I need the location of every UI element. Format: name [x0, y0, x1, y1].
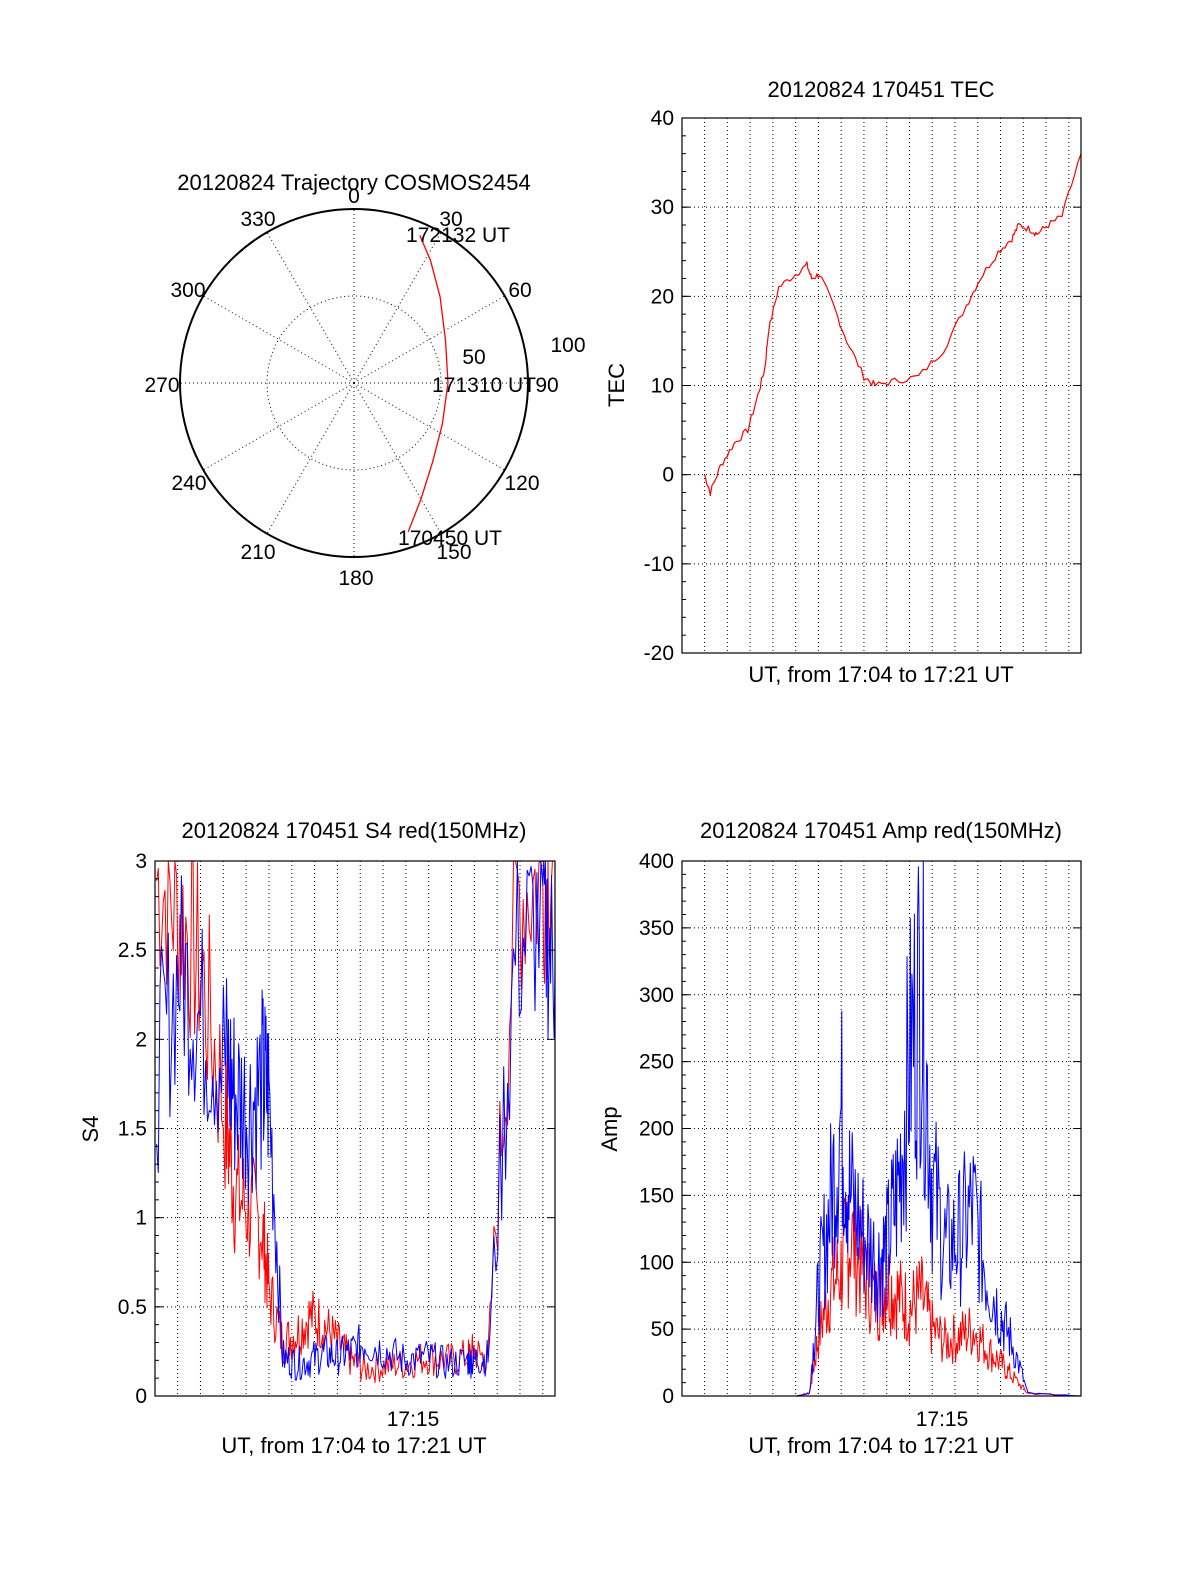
- tec-y-label: TEC: [604, 363, 629, 407]
- panel-amp-y-tick-label: 0: [662, 1385, 674, 1408]
- polar-azimuth-label: 180: [338, 567, 373, 590]
- polar-azimuth-label: 90: [535, 374, 558, 397]
- amp-series: [704, 860, 1082, 1397]
- s4-x-tick-1715: 17:15: [387, 1408, 440, 1431]
- s4-y-ticks: 3 2.5 2 1.5 1 0.5 0: [118, 850, 555, 1408]
- polar-annotation-start: 170450 UT: [398, 527, 502, 550]
- panel-tec-y-tick-label: 30: [651, 196, 674, 219]
- amp-y-label: Amp: [597, 1106, 622, 1151]
- amp-grid: [682, 861, 1081, 1396]
- tec-plot-frame: [681, 117, 1082, 654]
- polar-grid: [180, 209, 528, 557]
- panel-amp-y-tick-label: 200: [639, 1118, 674, 1141]
- panel-s4-series-line: [156, 860, 556, 1381]
- polar-title: 20120824 Trajectory COSMOS2454: [177, 170, 530, 195]
- panel-tec-y-tick-label: -20: [644, 642, 674, 665]
- polar-annotation-end: 172132 UT: [406, 224, 510, 247]
- s4-x-label: UT, from 17:04 to 17:21 UT: [221, 1433, 486, 1458]
- panel-s4-y-tick-label: 3: [135, 850, 147, 873]
- polar-azimuth-label: 30: [439, 208, 462, 231]
- polar-spoke: [353, 382, 505, 471]
- polar-radius-label-100: 100: [550, 334, 585, 357]
- polar-spoke: [266, 382, 355, 534]
- amp-title: 20120824 170451 Amp red(150MHz): [700, 818, 1062, 843]
- panel-amp-y-tick-label: 50: [651, 1318, 674, 1341]
- polar-radius-label-50: 50: [462, 346, 485, 369]
- polar-trajectory-panel: 20120824 Trajectory COSMOS2454 0 30 60 90 12…: [144, 170, 585, 590]
- s4-series: [156, 860, 556, 1383]
- polar-azimuth-label: 150: [436, 541, 471, 564]
- s4-y-label: S4: [78, 1116, 103, 1143]
- polar-azimuth-label: 210: [240, 541, 275, 564]
- panel-tec-y-tick-label: 10: [651, 375, 674, 398]
- amp-x-tick-1715: 17:15: [916, 1408, 969, 1431]
- amp-y-ticks: 400 350 300 250 200 150 100 50 0: [639, 850, 1081, 1408]
- panel-tec-y-tick-label: 0: [662, 464, 674, 487]
- s4-grid: [155, 861, 555, 1396]
- polar-azimuth-label: 300: [170, 279, 205, 302]
- tec-y-ticks: 40 30 20 10 0 -10 -20: [644, 107, 1081, 665]
- polar-spoke: [203, 295, 355, 384]
- panel-amp-y-tick-label: 250: [639, 1051, 674, 1074]
- polar-azimuth-label: 330: [240, 208, 275, 231]
- panel-s4-y-tick-label: 1.5: [118, 1118, 147, 1141]
- polar-trajectory-line: [407, 234, 449, 533]
- panel-amp-y-tick-label: 150: [639, 1184, 674, 1207]
- s4-panel: 20120824 170451 S4 red(150MHz) 3 2.5 2 1.5 1…: [78, 818, 556, 1458]
- amp-panel: 20120824 170451 Amp red(150MHz) 400 350 30…: [597, 818, 1082, 1458]
- polar-grid-circle-50: [266, 295, 442, 471]
- panel-s4-y-tick-label: 1: [135, 1207, 147, 1230]
- s4-title: 20120824 170451 S4 red(150MHz): [182, 818, 527, 843]
- panel-tec-y-tick-label: 20: [651, 285, 674, 308]
- panel-amp-series-line: [704, 860, 1082, 1397]
- polar-spoke: [353, 382, 442, 534]
- panel-s4-y-tick-label: 2.5: [118, 939, 147, 962]
- polar-azimuth-label: 240: [171, 472, 206, 495]
- polar-outer-circle: [179, 208, 529, 558]
- polar-azimuth-label: 120: [504, 472, 539, 495]
- tec-title: 20120824 170451 TEC: [767, 77, 994, 102]
- panel-amp-y-tick-label: 100: [639, 1251, 674, 1274]
- panel-s4-series-line: [156, 860, 555, 1383]
- polar-azimuth-label: 0: [348, 185, 360, 208]
- polar-spoke: [266, 232, 355, 384]
- panel-s4-y-tick-label: 0: [135, 1385, 147, 1408]
- polar-spoke: [353, 295, 505, 384]
- tec-series: [703, 153, 1082, 497]
- tec-grid: [682, 118, 1081, 653]
- polar-annotation-mid: 171310 UT: [432, 374, 536, 397]
- polar-azimuth-label: 60: [508, 279, 531, 302]
- panel-amp-y-tick-label: 350: [639, 917, 674, 940]
- amp-plot-frame: [681, 860, 1082, 1397]
- panel-s4-y-tick-label: 0.5: [118, 1296, 147, 1319]
- polar-azimuth-label: 270: [144, 374, 179, 397]
- polar-azimuth-labels: 0 30 60 90 120 150 180 210 240 270 300 330: [144, 185, 558, 590]
- panel-tec-y-tick-label: 40: [651, 107, 674, 130]
- tec-x-label: UT, from 17:04 to 17:21 UT: [748, 662, 1013, 687]
- panel-amp-y-tick-label: 300: [639, 984, 674, 1007]
- panel-tec-y-tick-label: -10: [644, 553, 674, 576]
- polar-spoke: [203, 382, 355, 471]
- tec-panel: 20120824 170451 TEC 40 30 20 10 0 -10 -20 UT, …: [604, 77, 1082, 687]
- panel-s4-y-tick-label: 2: [135, 1028, 147, 1051]
- polar-series: [407, 234, 449, 533]
- panel-tec-series-line: [703, 153, 1082, 497]
- polar-spoke: [353, 232, 442, 384]
- amp-x-label: UT, from 17:04 to 17:21 UT: [748, 1433, 1013, 1458]
- panel-amp-series-line: [704, 1189, 1082, 1397]
- panel-amp-y-tick-label: 400: [639, 850, 674, 873]
